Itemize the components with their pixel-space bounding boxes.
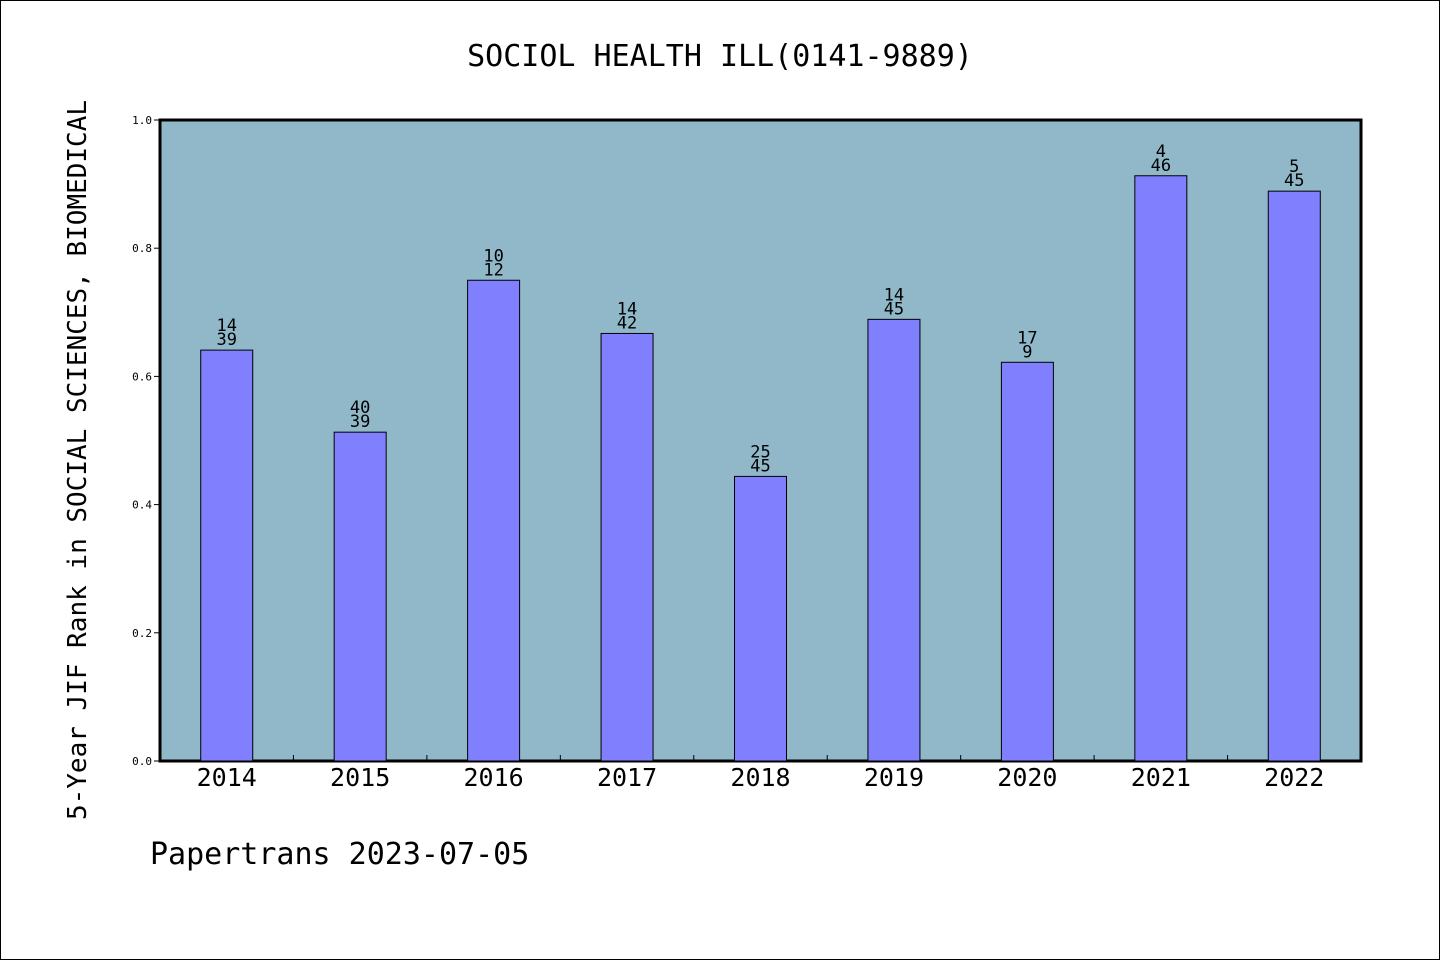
bars — [200, 175, 1321, 762]
bar-label-top: 14 — [216, 316, 236, 336]
bar-label-top: 4 — [1156, 142, 1166, 162]
bar-label-bottom: 42 — [617, 313, 637, 333]
y-tick-label: 0.8 — [132, 242, 152, 255]
bar-label-bottom: 39 — [350, 412, 370, 432]
bar-2016 — [467, 279, 521, 762]
bar-label-top: 17 — [1017, 328, 1037, 348]
bar-label-top: 25 — [750, 442, 770, 462]
x-tick-label: 2018 — [730, 763, 790, 792]
bar-label-bottom: 45 — [750, 456, 770, 476]
x-tick-label: 2019 — [864, 763, 924, 792]
x-axis: 2014 2015 2016 2017 2018 2019 2020 2021 2022 — [197, 755, 1324, 792]
bar-label-top: 10 — [483, 246, 503, 266]
y-axis: 0.0 0.2 0.4 0.6 0.8 1.0 — [132, 114, 160, 768]
bar-2014 — [200, 349, 254, 762]
x-tick-label: 2015 — [330, 763, 390, 792]
bar-label-bottom: 39 — [216, 330, 236, 350]
bar-label-bottom: 45 — [884, 299, 904, 319]
bar-label-top: 5 — [1289, 157, 1299, 177]
bar-2020 — [1000, 361, 1054, 762]
bar-label-bottom: 9 — [1022, 342, 1032, 362]
bar-label-bottom: 12 — [483, 260, 503, 280]
y-tick-label: 0.4 — [132, 499, 152, 512]
x-tick-label: 2016 — [464, 763, 524, 792]
x-tick-label: 2020 — [997, 763, 1057, 792]
bar-label-bottom: 45 — [1284, 171, 1304, 191]
y-tick-label: 0.6 — [132, 370, 152, 383]
bar-2017 — [600, 332, 654, 762]
bar-label-bottom: 46 — [1151, 156, 1171, 176]
bar-label-top: 40 — [350, 398, 370, 418]
footer-credit: Papertrans 2023-07-05 — [150, 837, 529, 872]
y-tick-label: 1.0 — [132, 114, 152, 127]
chart-title: SOCIOL HEALTH ILL(0141-9889) — [467, 39, 973, 74]
x-tick-label: 2022 — [1264, 763, 1324, 792]
bar-label-top: 14 — [884, 285, 904, 305]
x-tick-label: 2014 — [197, 763, 257, 792]
bar-label-top: 14 — [617, 299, 637, 319]
y-tick-label: 0.2 — [132, 627, 152, 640]
bar-2015 — [333, 431, 387, 762]
y-tick-label: 0.0 — [132, 755, 152, 768]
bar-2018 — [734, 475, 787, 762]
bar-2022 — [1267, 190, 1321, 762]
bar-2019 — [867, 318, 921, 762]
x-tick-label: 2017 — [597, 763, 657, 792]
x-tick-label: 2021 — [1131, 763, 1191, 792]
y-axis-label: 5-Year JIF Rank in SOCIAL SCIENCES, BIOM… — [63, 100, 93, 820]
bar-2021 — [1134, 175, 1188, 762]
